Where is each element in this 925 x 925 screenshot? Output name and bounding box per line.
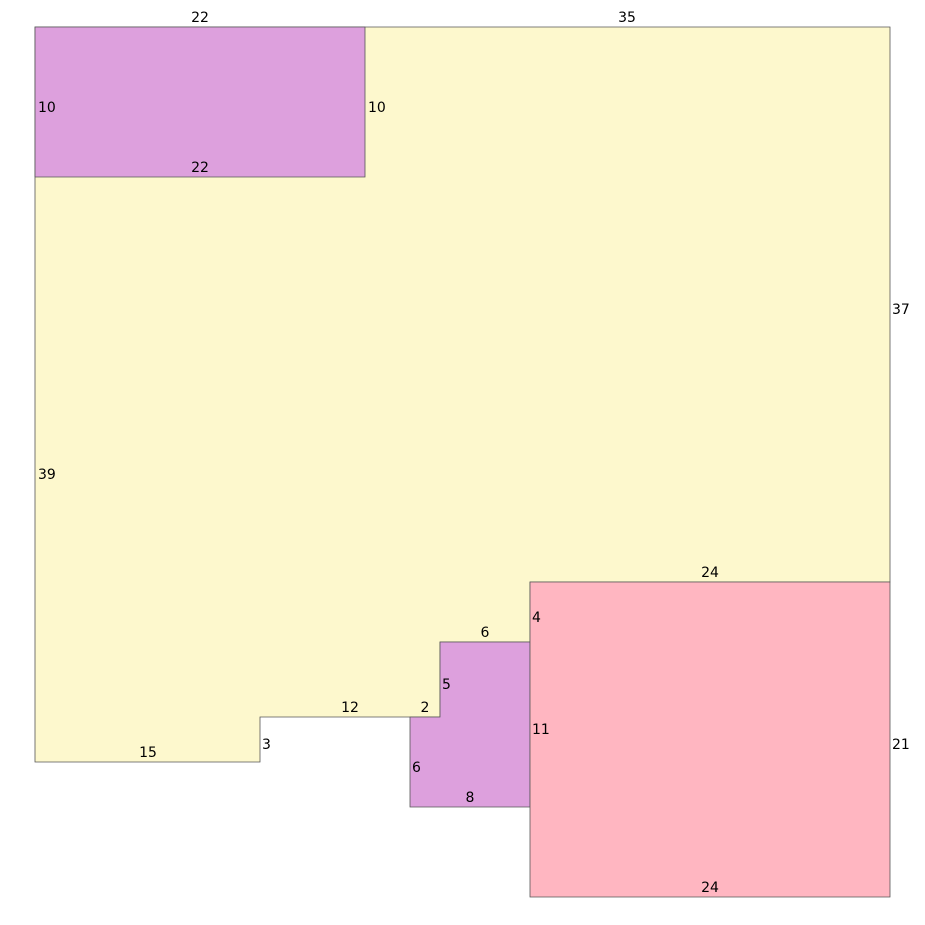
small-purple-step-height-label: 5 — [442, 677, 451, 693]
yellow-right-height-label: 37 — [892, 302, 910, 318]
pink-left-height-label: 11 — [532, 722, 550, 738]
purple-top-width-label: 22 — [191, 10, 209, 26]
yellow-step-width-label: 12 — [341, 700, 359, 716]
pink-right-height-label: 21 — [892, 737, 910, 753]
small-purple-step-width-label: 2 — [421, 700, 430, 716]
yellow-top-width-label: 35 — [618, 10, 636, 26]
small-purple-bottom-width-label: 8 — [466, 790, 475, 806]
bottom-right-pink-rectangle — [529, 581, 891, 898]
pink-top-width-label: 24 — [701, 565, 719, 581]
small-purple-left-height-label: 6 — [412, 760, 421, 776]
pink-top-left-height-label: 4 — [532, 610, 541, 626]
purple-left-height-label: 10 — [38, 100, 56, 116]
purple-right-height-label: 10 — [368, 100, 386, 116]
yellow-left-height-label: 39 — [38, 467, 56, 483]
yellow-notch-height-label: 3 — [262, 737, 271, 753]
top-left-purple-rectangle — [34, 26, 366, 178]
purple-bottom-width-label: 22 — [191, 160, 209, 176]
pink-bottom-width-label: 24 — [701, 880, 719, 896]
yellow-bottom-width-label: 15 — [139, 745, 157, 761]
small-purple-top-width-label: 6 — [481, 625, 490, 641]
